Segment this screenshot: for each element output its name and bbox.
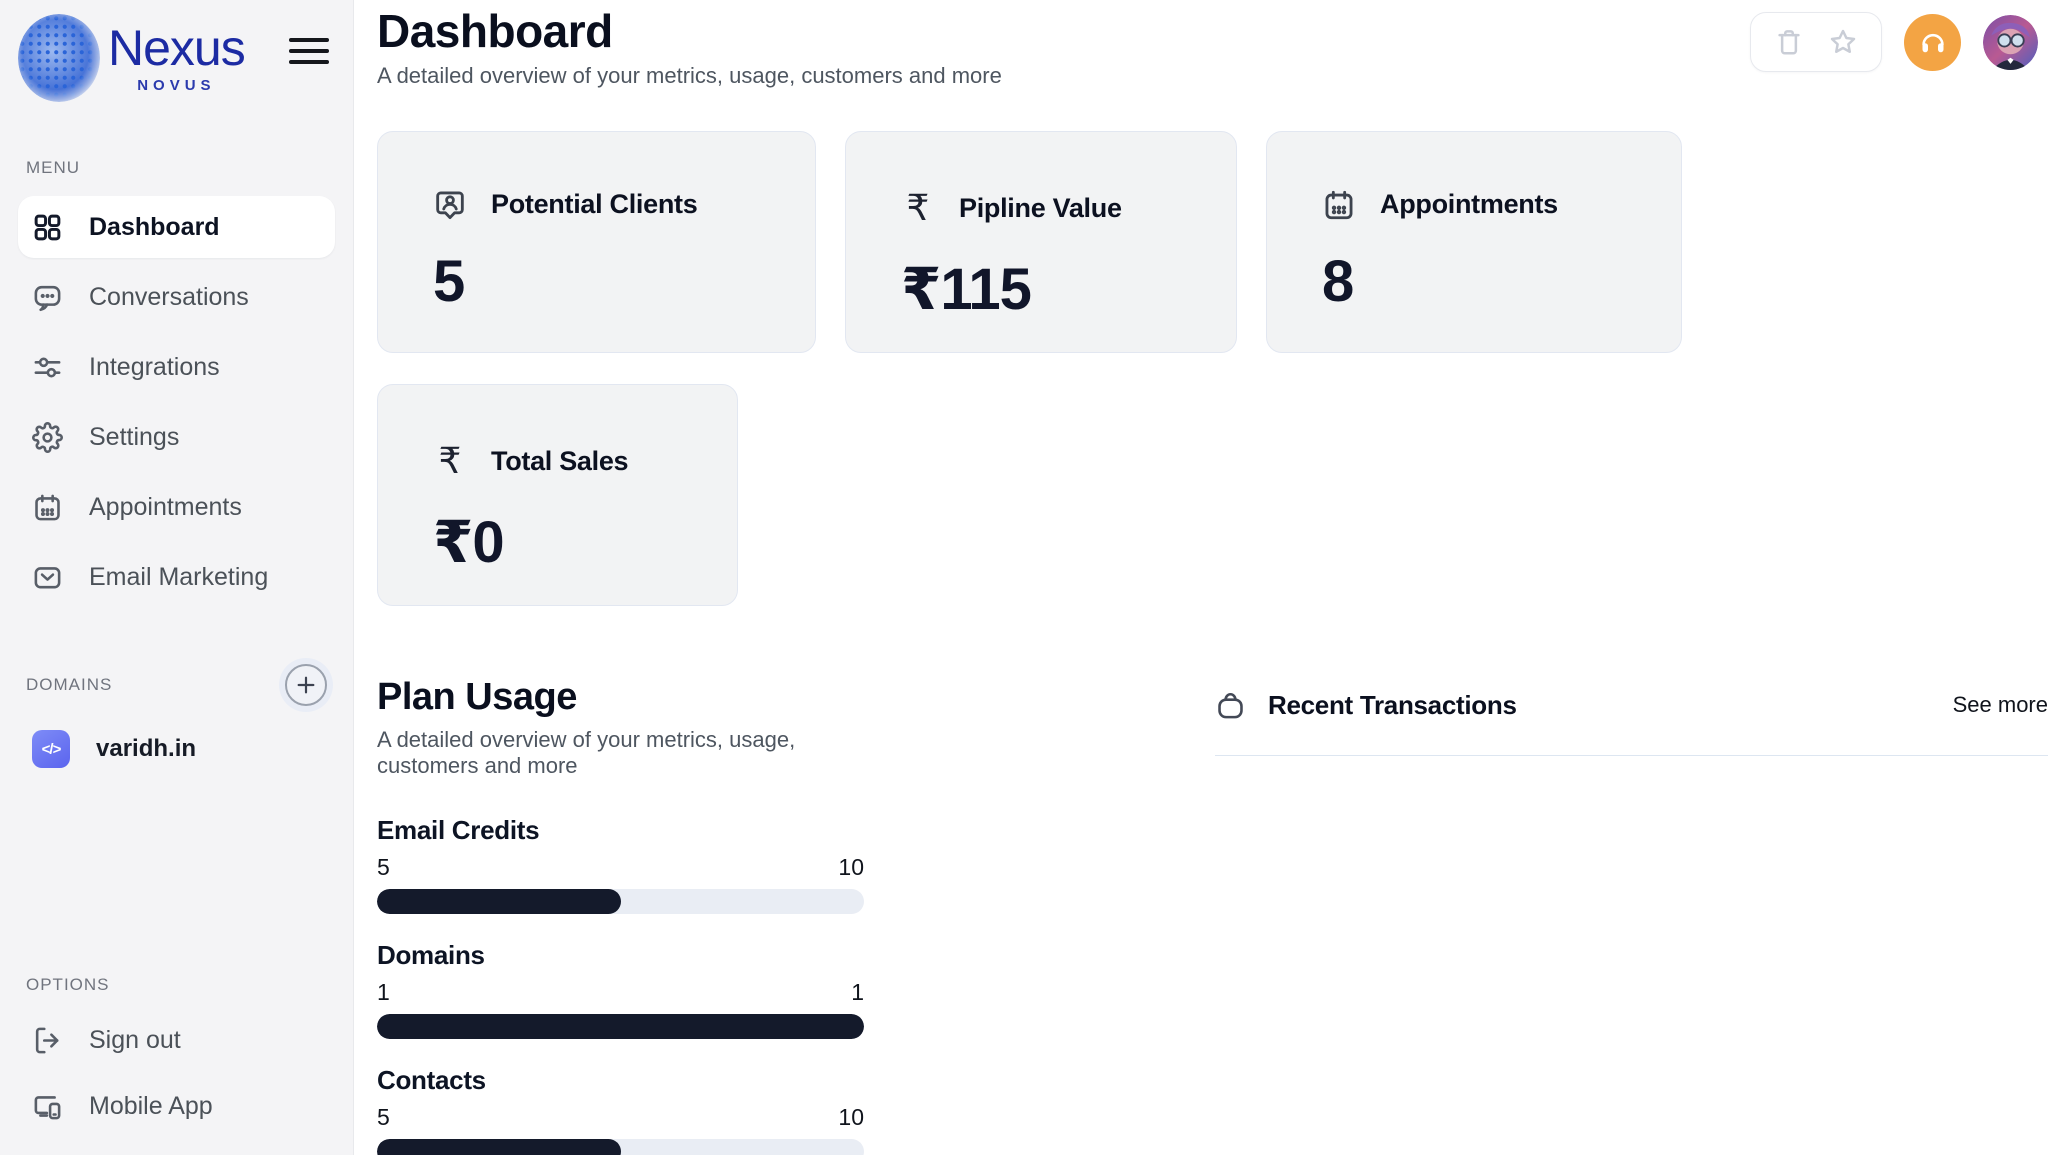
- sliders-icon: [34, 357, 61, 377]
- rupee-icon: ₹: [906, 187, 930, 229]
- main-content: Dashboard A detailed overview of your me…: [354, 0, 2048, 1155]
- grid-icon: [34, 214, 61, 240]
- sidebar: Nexus NOVUS MENU Dashboard Conversations: [0, 0, 354, 1155]
- sign-out-icon: [35, 1027, 59, 1053]
- brand-subname: NOVUS: [137, 76, 216, 94]
- star-icon[interactable]: [1828, 27, 1858, 57]
- stat-value: ₹115: [901, 256, 1032, 322]
- progress-bar: [377, 888, 864, 914]
- sidebar-item-mobile-app[interactable]: Mobile App: [18, 1075, 335, 1137]
- progress-bar: [377, 1138, 864, 1155]
- stat-value: 8: [1322, 248, 1354, 314]
- page-title: Dashboard: [377, 5, 613, 57]
- recent-transactions-title: Recent Transactions: [1268, 689, 1517, 720]
- stat-card-pipeline-value: ₹ Pipline Value ₹115: [845, 130, 1237, 353]
- envelope-icon: [34, 566, 61, 588]
- usage-item-domains: Domains 1 1: [377, 940, 864, 1039]
- plus-icon: [297, 676, 315, 694]
- stat-card-potential-clients: Potential Clients 5: [377, 130, 816, 353]
- usage-label: Domains: [377, 939, 485, 970]
- plan-usage-title: Plan Usage: [377, 675, 577, 718]
- sidebar-item-label: Dashboard: [89, 212, 220, 241]
- progress-fill: [377, 1138, 621, 1155]
- sidebar-item-label: Sign out: [89, 1025, 181, 1054]
- devices-icon: [34, 1095, 61, 1119]
- usage-item-contacts: Contacts 5 10: [377, 1065, 864, 1155]
- sidebar-item-integrations[interactable]: Integrations: [18, 336, 335, 398]
- header-actions: [1750, 6, 2048, 72]
- stat-value: 5: [433, 248, 465, 314]
- user-badge-icon: [436, 191, 464, 219]
- stat-label: Potential Clients: [491, 189, 698, 220]
- rupee-icon: ₹: [438, 440, 462, 482]
- headset-icon: [1921, 33, 1944, 53]
- page-subtitle: A detailed overview of your metrics, usa…: [377, 62, 1002, 88]
- progress-bar: [377, 1013, 864, 1039]
- usage-used: 5: [377, 853, 390, 880]
- sidebar-item-email-marketing[interactable]: Email Marketing: [18, 546, 335, 608]
- usage-label: Email Credits: [377, 814, 540, 845]
- stat-label: Total Sales: [491, 445, 629, 476]
- sidebar-item-label: Mobile App: [89, 1091, 213, 1120]
- usage-used: 1: [377, 978, 390, 1005]
- plan-usage-section: Plan Usage A detailed overview of your m…: [377, 676, 864, 1155]
- stat-card-total-sales: ₹ Total Sales ₹0: [377, 383, 738, 606]
- support-button[interactable]: [1904, 13, 1961, 71]
- calendar-icon: [1325, 190, 1353, 219]
- domain-name: varidh.in: [96, 735, 197, 762]
- menu-section-label: MENU: [26, 158, 81, 177]
- add-domain-button[interactable]: [285, 664, 327, 706]
- usage-label: Contacts: [377, 1064, 486, 1095]
- page-heading: Dashboard A detailed overview of your me…: [377, 6, 1002, 89]
- options-section-label: OPTIONS: [26, 975, 110, 994]
- brand-logo: Nexus NOVUS: [18, 14, 246, 102]
- usage-limit: 1: [851, 978, 864, 1005]
- divider: [1215, 754, 2048, 756]
- plan-usage-subtitle: A detailed overview of your metrics, usa…: [377, 726, 796, 778]
- usage-limit: 10: [838, 853, 864, 880]
- sidebar-item-settings[interactable]: Settings: [18, 406, 335, 468]
- avatar-image: [1983, 14, 2038, 70]
- calendar-icon: [35, 494, 60, 520]
- sidebar-item-label: Email Marketing: [89, 562, 269, 591]
- brand-sphere-logo: [18, 14, 100, 102]
- sidebar-item-label: Conversations: [89, 282, 249, 311]
- stat-label: Appointments: [1380, 189, 1558, 220]
- code-icon: </>: [32, 730, 70, 768]
- stat-card-appointments: Appointments 8: [1266, 130, 1682, 353]
- see-more-link[interactable]: See more: [1952, 692, 2048, 718]
- domain-item-varidh[interactable]: </> varidh.in: [18, 716, 335, 782]
- sidebar-item-appointments[interactable]: Appointments: [18, 476, 335, 538]
- progress-fill: [377, 888, 621, 914]
- shopping-bag-icon: [1218, 692, 1243, 719]
- stat-value: ₹0: [433, 509, 505, 575]
- stats-grid: Potential Clients 5 ₹ Pipline Value ₹115: [377, 130, 2048, 606]
- brand-name: Nexus: [108, 20, 246, 77]
- recent-transactions-section: Recent Transactions See more: [1215, 676, 2048, 1155]
- usage-used: 5: [377, 1103, 390, 1130]
- usage-item-email-credits: Email Credits 5 10: [377, 815, 864, 914]
- sidebar-item-conversations[interactable]: Conversations: [18, 266, 335, 328]
- gear-icon: [32, 421, 63, 453]
- sidebar-item-label: Integrations: [89, 352, 220, 381]
- stat-label: Pipline Value: [959, 192, 1122, 223]
- trash-icon[interactable]: [1774, 27, 1804, 57]
- menu-toggle-icon[interactable]: [289, 38, 329, 64]
- domains-section-label: DOMAINS: [26, 675, 113, 694]
- header-icon-box: [1750, 12, 1882, 72]
- sidebar-item-sign-out[interactable]: Sign out: [18, 1009, 335, 1071]
- sidebar-item-dashboard[interactable]: Dashboard: [18, 196, 335, 258]
- sidebar-item-label: Settings: [89, 422, 180, 451]
- sidebar-item-label: Appointments: [89, 492, 242, 521]
- usage-limit: 10: [838, 1103, 864, 1130]
- avatar[interactable]: [1983, 14, 2038, 70]
- progress-fill: [377, 1013, 864, 1039]
- chat-bubble-icon: [34, 285, 61, 311]
